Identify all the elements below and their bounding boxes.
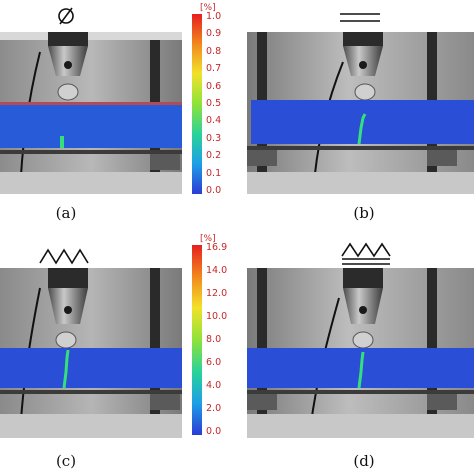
colorbar-tick-label: 2.0 <box>206 403 222 414</box>
panel-b-photo <box>247 32 474 194</box>
beam-strain-field <box>0 102 182 148</box>
loading-head <box>48 32 88 46</box>
colorbar-tick-label: 10.0 <box>206 311 228 322</box>
colorbar-top-unit: [%] <box>200 3 216 13</box>
panel-a-scene <box>0 32 182 194</box>
colorbar-tick-label: 0.9 <box>206 28 222 40</box>
colorbar-tick-label: 1.0 <box>206 11 222 22</box>
crack-marker <box>357 113 367 145</box>
colorbar-tick-label: 0.0 <box>206 426 222 437</box>
loading-roller <box>57 83 79 101</box>
colorbar-bottom-unit: [%] <box>200 234 216 244</box>
symbol-double-line-icon <box>338 10 382 26</box>
colorbar-tick-label: 0.1 <box>206 167 222 179</box>
panel-c-scene <box>0 268 182 438</box>
panel-d-photo <box>247 268 474 438</box>
colorbar-tick-label: 0.6 <box>206 80 222 92</box>
symbol-zigzag-icon <box>38 247 90 265</box>
colorbar-tick-label: 0.5 <box>206 98 222 109</box>
colorbar-tick-label: 0.0 <box>206 185 222 196</box>
caption-a: (a) <box>55 204 77 222</box>
colorbar-tick-label: 8.0 <box>206 334 222 345</box>
colorbar-tick-label: 4.0 <box>206 380 222 391</box>
panel-d-scene <box>247 268 474 438</box>
colorbar-tick-label: 0.3 <box>206 132 222 144</box>
colorbar-bottom <box>192 245 202 435</box>
beam-strain-field <box>0 348 182 388</box>
colorbar-tick-label: 0.7 <box>206 63 222 75</box>
colorbar-tick-label: 0.2 <box>206 150 222 162</box>
crack-marker <box>62 349 70 389</box>
panel-c-photo <box>0 268 182 438</box>
panel-b-scene <box>247 32 474 194</box>
crack-marker <box>60 136 64 148</box>
crack-marker <box>357 351 365 389</box>
colorbar-tick-label: 6.0 <box>206 357 222 368</box>
symbol-zigzag-double-line-icon <box>340 242 392 266</box>
colorbar-tick-label: 16.9 <box>206 242 228 253</box>
caption-d: (d) <box>353 452 375 470</box>
colorbar-top <box>192 14 202 194</box>
caption-c: (c) <box>55 452 77 470</box>
colorbar-tick-label: 0.4 <box>206 115 222 127</box>
symbol-none-icon <box>55 4 77 26</box>
panel-a-photo <box>0 32 182 194</box>
colorbar-tick-label: 12.0 <box>206 288 228 299</box>
colorbar-tick-label: 0.8 <box>206 45 222 57</box>
colorbar-tick-label: 14.0 <box>206 265 228 276</box>
caption-b: (b) <box>353 204 375 222</box>
